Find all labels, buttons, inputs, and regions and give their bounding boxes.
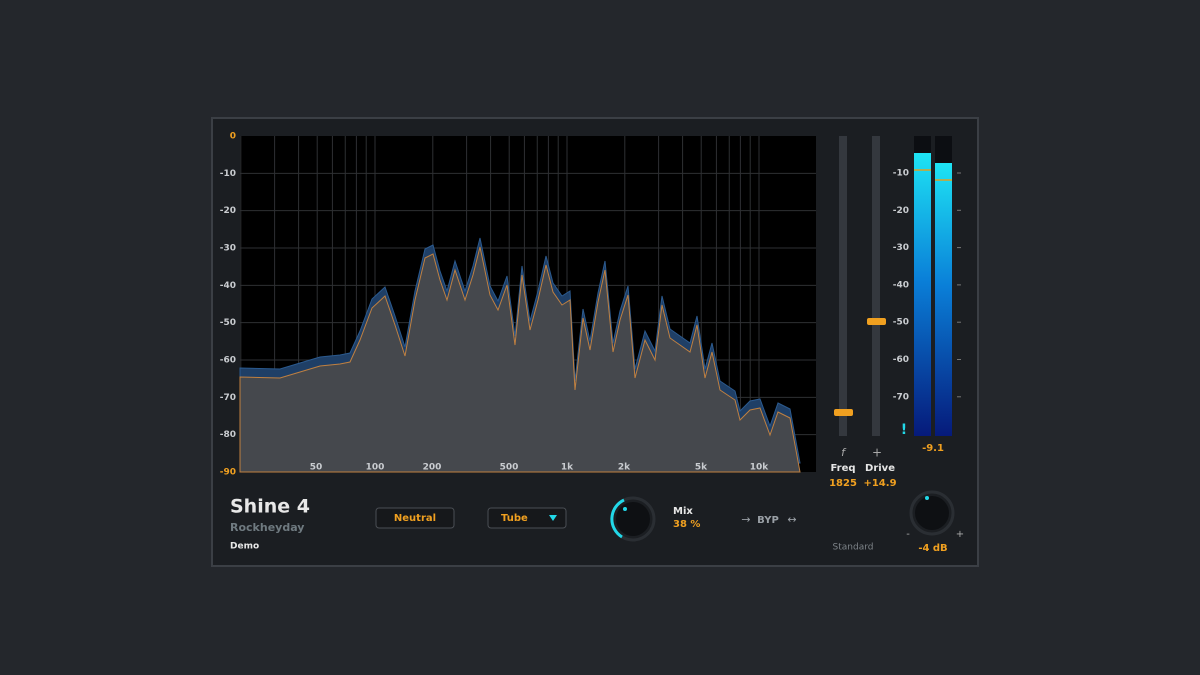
mix-knob-dot xyxy=(623,507,627,511)
output-max: + xyxy=(956,529,964,540)
freq-label: 5k xyxy=(695,463,708,473)
meter-label: -40 xyxy=(893,280,909,290)
output-knob-dot xyxy=(925,496,929,500)
output-knob-ring xyxy=(909,490,955,536)
meter-warning: ! xyxy=(901,422,907,438)
output-min: - xyxy=(906,529,910,540)
bypass-arrow-in: → xyxy=(741,513,750,526)
freq-scale: 50 100 200 500 1k 2k 5k 10k xyxy=(310,463,770,473)
meter-label: -30 xyxy=(893,243,909,253)
drive-label: Drive xyxy=(865,463,895,474)
drive-thumb[interactable] xyxy=(867,318,886,325)
meter-label: -50 xyxy=(893,318,909,328)
mix-label: Mix xyxy=(673,506,693,517)
freq-label: 10k xyxy=(750,463,770,473)
db-label: -90 xyxy=(220,468,236,478)
plugin-vendor: Rockheyday xyxy=(230,521,304,534)
meter-label: -70 xyxy=(893,392,909,402)
db-label: -40 xyxy=(220,281,236,291)
type-label: Tube xyxy=(501,513,528,524)
standard-label: Standard xyxy=(833,543,874,553)
drive-value: +14.9 xyxy=(863,478,896,489)
bypass-arrow-out: ↔ xyxy=(787,513,796,526)
freq-thumb[interactable] xyxy=(834,409,853,416)
meter-label: -20 xyxy=(893,206,909,216)
freq-label: 1k xyxy=(561,463,574,473)
meter-readout: -9.1 xyxy=(922,443,944,454)
plugin-title: Shine 4 xyxy=(230,496,310,518)
license: Demo xyxy=(230,542,259,552)
type-dropdown[interactable] xyxy=(487,507,567,529)
dropdown-arrow xyxy=(549,515,557,521)
freq-label: 500 xyxy=(500,463,519,473)
db-label: -50 xyxy=(220,318,236,328)
meter-left xyxy=(914,153,931,436)
db-label: -70 xyxy=(220,393,236,403)
freq-label: 50 xyxy=(310,463,323,473)
drive-symbol: + xyxy=(872,446,882,460)
db-label: -80 xyxy=(220,430,236,440)
freq-label: 100 xyxy=(366,463,385,473)
mix-knob-arc xyxy=(610,498,625,539)
db-label: -60 xyxy=(220,356,236,366)
meter-label: -10 xyxy=(893,169,909,179)
freq-label: 200 xyxy=(423,463,442,473)
mix-value: 38 % xyxy=(673,519,700,530)
db-label: -30 xyxy=(220,244,236,254)
meter-right xyxy=(935,163,952,436)
spectrum-curve xyxy=(239,246,801,473)
db-label: 0 xyxy=(230,132,236,142)
bypass-button[interactable]: BYP xyxy=(757,515,779,526)
mix-knob[interactable] xyxy=(616,502,650,536)
output-knob[interactable] xyxy=(915,496,949,530)
mode-button[interactable] xyxy=(375,507,455,529)
meter-scale: -10 -20 -30 -40 -50 -60 -70 xyxy=(893,169,961,402)
freq-label: Freq xyxy=(830,463,855,474)
output-value: -4 dB xyxy=(918,543,947,554)
freq-symbol: f xyxy=(841,446,847,459)
db-label: -20 xyxy=(220,206,236,216)
drive-track xyxy=(872,136,880,436)
freq-track xyxy=(839,136,847,436)
spectrum xyxy=(239,237,801,473)
db-scale: 0 -10 -20 -30 -40 -50 -60 -70 -80 -90 xyxy=(220,132,236,478)
freq-label: 2k xyxy=(618,463,631,473)
mode-label: Neutral xyxy=(394,513,436,524)
db-label: -10 xyxy=(220,169,236,179)
meter-label: -60 xyxy=(893,355,909,365)
freq-value: 1825 xyxy=(829,478,857,489)
